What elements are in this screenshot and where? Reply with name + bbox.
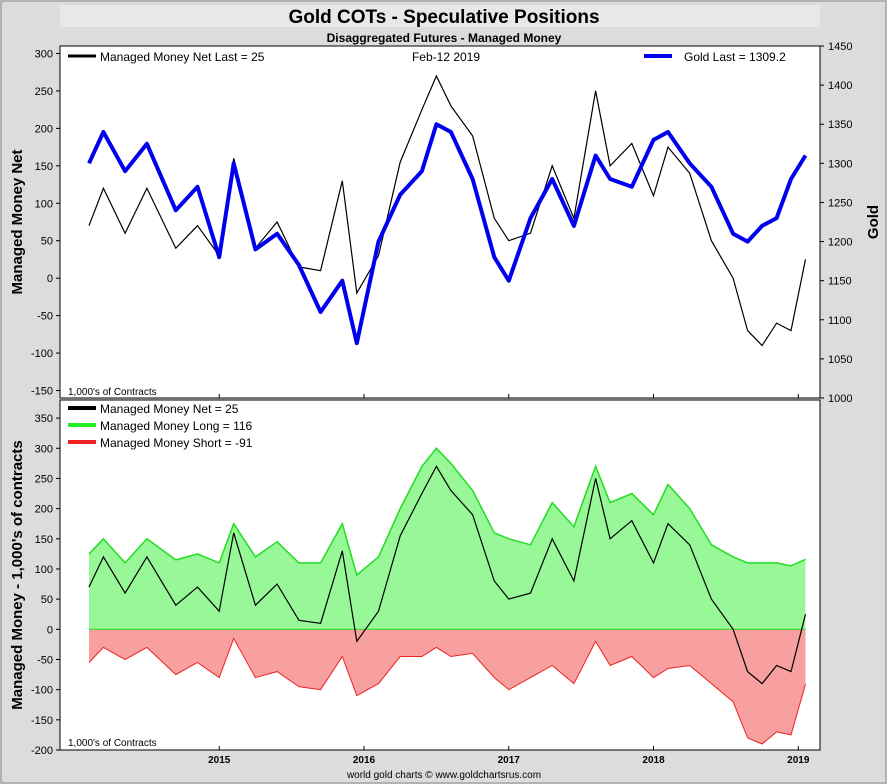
- xtick-label: 2017: [498, 755, 521, 766]
- top-ytick-label: -50: [37, 311, 53, 323]
- xtick-label: 2018: [642, 755, 665, 766]
- top-y2tick-label: 1200: [828, 237, 852, 249]
- bottom-ytick-label: 0: [47, 624, 53, 636]
- top-ytick-label: -150: [31, 386, 53, 398]
- top-y2tick-label: 1000: [828, 393, 852, 405]
- series-long-line: [88, 447, 806, 577]
- chart-title: Gold COTs - Speculative Positions: [288, 7, 599, 28]
- legend-short: Managed Money Short = -91: [100, 436, 253, 450]
- legend-net-bottom: Managed Money Net = 25: [100, 402, 239, 416]
- bottom-series: [88, 447, 807, 745]
- bottom-ytick-label: -150: [31, 715, 53, 727]
- legend-gold: Gold Last = 1309.2: [684, 50, 786, 64]
- footer-credit: world gold charts © www.goldchartsrus.co…: [346, 770, 541, 781]
- bottom-ytick-label: 200: [35, 504, 53, 516]
- series-long-area: [89, 448, 806, 630]
- bottom-ytick-label: 150: [35, 534, 53, 546]
- top-ytick-label: 0: [47, 273, 53, 285]
- top-ytick-label: -100: [31, 348, 53, 360]
- top-ytick-label: 300: [35, 48, 53, 60]
- bottom-ytick-label: -200: [31, 745, 53, 757]
- bottom-ytick-label: 350: [35, 413, 53, 425]
- xtick-label: 2016: [353, 755, 376, 766]
- series-short-line: [88, 637, 806, 745]
- bottom-ylabel: Managed Money - 1,000's of contracts: [9, 440, 26, 709]
- bottom-ytick-label: -100: [31, 685, 53, 697]
- top-unit-note: 1,000's of Contracts: [68, 387, 157, 398]
- xtick-label: 2019: [787, 755, 810, 766]
- top-y2tick-label: 1300: [828, 158, 852, 170]
- top-y2tick-label: 1450: [828, 41, 852, 53]
- title-band: [60, 5, 820, 27]
- top-y2label: Gold: [865, 205, 882, 239]
- bottom-ytick-label: -50: [37, 654, 53, 666]
- top-y2tick-label: 1050: [828, 354, 852, 366]
- top-ytick-label: 200: [35, 123, 53, 135]
- legend-net-top: Managed Money Net Last = 25: [100, 50, 265, 64]
- bottom-axis-ticks: -200 -150 -100 -50 0 50 100 150 200 250 300 350: [31, 413, 60, 757]
- legend-date: Feb-12 2019: [412, 50, 480, 64]
- legend-long: Managed Money Long = 116: [100, 419, 253, 433]
- bottom-unit-note: 1,000's of Contracts: [68, 738, 157, 749]
- chart-subtitle: Disaggregated Futures - Managed Money: [327, 31, 562, 45]
- top-ytick-label: 100: [35, 198, 53, 210]
- top-ytick-label: 50: [41, 236, 53, 248]
- top-ylabel: Managed Money Net: [9, 149, 26, 294]
- series-net-line-bottom: [88, 465, 807, 685]
- bottom-ytick-label: 50: [41, 594, 53, 606]
- top-y2tick-label: 1100: [828, 315, 852, 327]
- top-y2tick-label: 1350: [828, 119, 852, 131]
- top-plot-area: [59, 45, 821, 399]
- top-y2tick-label: 1400: [828, 80, 852, 92]
- top-ytick-label: 150: [35, 161, 53, 173]
- series-short-area: [89, 629, 806, 744]
- series-gold-line: [87, 122, 808, 346]
- top-ytick-label: 250: [35, 86, 53, 98]
- bottom-ytick-label: 300: [35, 443, 53, 455]
- top-series: [87, 74, 808, 347]
- top-axis-ticks: -150 -100 -50 0 50 100 150 200 250 300 1000 1050 110…: [31, 41, 853, 405]
- top-y2tick-label: 1150: [828, 276, 852, 288]
- x-axis-ticks: 2015 2016 2017 2018 2019: [208, 394, 810, 766]
- xtick-label: 2015: [208, 755, 231, 766]
- bottom-ytick-label: 250: [35, 473, 53, 485]
- bottom-ytick-label: 100: [35, 564, 53, 576]
- top-y2tick-label: 1250: [828, 197, 852, 209]
